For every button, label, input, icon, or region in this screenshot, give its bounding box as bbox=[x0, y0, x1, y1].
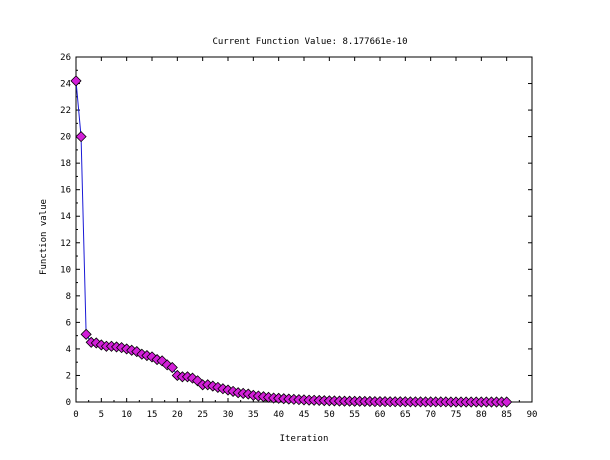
data-point-marker bbox=[75, 131, 87, 143]
y-tick-label: 0 bbox=[66, 398, 71, 408]
y-tick-label: 10 bbox=[60, 265, 71, 275]
x-tick-label: 10 bbox=[121, 410, 132, 420]
x-tick-label: 0 bbox=[73, 410, 78, 420]
x-tick-label: 40 bbox=[273, 410, 284, 420]
y-tick-label: 2 bbox=[66, 371, 71, 381]
y-tick-label: 18 bbox=[60, 159, 71, 169]
x-tick-label: 30 bbox=[223, 410, 234, 420]
chart-title: Current Function Value: 8.177661e-10 bbox=[212, 37, 407, 47]
y-tick-label: 22 bbox=[60, 106, 71, 116]
x-tick-label: 20 bbox=[172, 410, 183, 420]
x-tick-label: 70 bbox=[425, 410, 436, 420]
data-point-marker bbox=[501, 396, 513, 408]
x-tick-label: 90 bbox=[527, 410, 538, 420]
x-tick-label: 25 bbox=[197, 410, 208, 420]
y-tick-label: 8 bbox=[66, 292, 71, 302]
y-tick-label: 6 bbox=[66, 318, 71, 328]
x-tick-label: 45 bbox=[299, 410, 310, 420]
series-function-value bbox=[70, 75, 513, 408]
x-tick-label: 85 bbox=[501, 410, 512, 420]
y-tick-label: 24 bbox=[60, 80, 71, 90]
x-tick-label: 15 bbox=[147, 410, 158, 420]
x-tick-label: 5 bbox=[99, 410, 104, 420]
y-tick-label: 16 bbox=[60, 186, 71, 196]
y-tick-label: 12 bbox=[60, 239, 71, 249]
x-tick-label: 80 bbox=[476, 410, 487, 420]
data-point-marker bbox=[80, 328, 92, 340]
x-axis-label: Iteration bbox=[280, 434, 329, 444]
y-tick-label: 4 bbox=[66, 345, 71, 355]
y-tick-label: 14 bbox=[60, 212, 71, 222]
data-point-marker bbox=[166, 361, 178, 374]
x-tick-label: 35 bbox=[248, 410, 259, 420]
x-tick-label: 55 bbox=[349, 410, 360, 420]
y-axis-label: Function value bbox=[39, 199, 49, 275]
data-point-marker bbox=[70, 75, 82, 87]
x-tick-label: 50 bbox=[324, 410, 335, 420]
x-tick-label: 75 bbox=[451, 410, 462, 420]
x-tick-label: 60 bbox=[375, 410, 386, 420]
y-tick-label: 26 bbox=[60, 53, 71, 63]
x-tick-label: 65 bbox=[400, 410, 411, 420]
y-tick-label: 20 bbox=[60, 133, 71, 143]
x-axis-ticks: 0 5 10 15 20 25 30 35 40 45 50 55 60 65 70 75 80 85 90 bbox=[73, 57, 537, 420]
